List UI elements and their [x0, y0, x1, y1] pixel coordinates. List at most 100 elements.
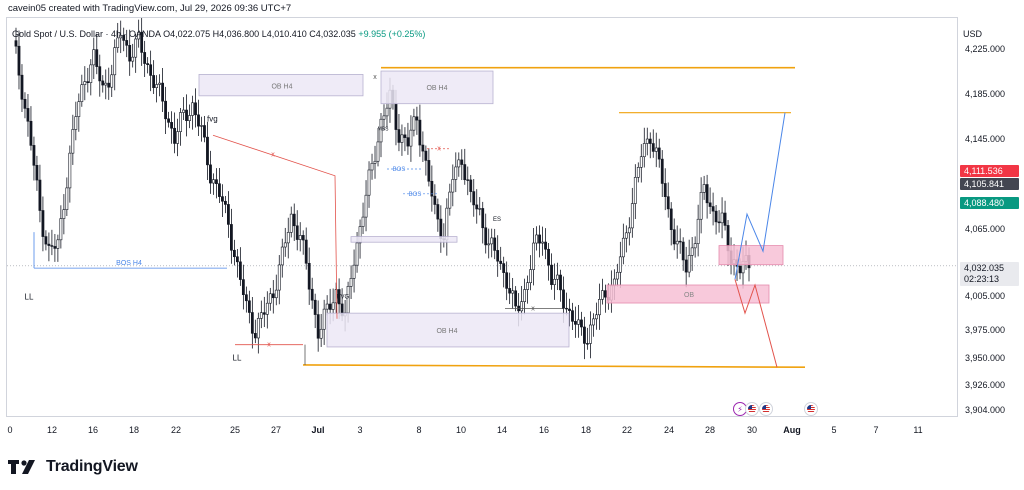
time-tick-label: 16: [538, 425, 550, 435]
time-tick-label: 8: [416, 425, 422, 435]
candle-down: [50, 245, 54, 247]
candle-down: [337, 289, 341, 305]
candle-up: [92, 49, 96, 66]
candle-down: [403, 134, 407, 138]
chart-pane[interactable]: OB H4 OB H4 OB H4 OB BOS H4 LL LL x x fvg FVG BOS BO…: [6, 17, 958, 417]
candle-down: [406, 137, 410, 147]
price-axis[interactable]: 4,225.000 4,185.000 4,145.000 4,065.000 4,00…: [957, 17, 1023, 425]
price-tick-label: 4,145.000: [965, 133, 1006, 144]
candle-up: [595, 314, 598, 320]
fvg-label: fvg: [207, 115, 218, 124]
candle-down: [232, 249, 236, 258]
time-tick-label: Aug: [783, 425, 801, 435]
candle-down: [23, 98, 27, 109]
price-tick-label: 3,975.000: [965, 325, 1006, 336]
candle-down: [170, 122, 173, 129]
candle-up: [74, 116, 78, 130]
event-flag-icon[interactable]: [759, 402, 773, 416]
candle-up: [702, 184, 706, 193]
candle-down: [493, 237, 497, 251]
ob-h4-box-mid: [380, 70, 494, 105]
candle-down: [684, 259, 688, 273]
candle-up: [636, 167, 640, 178]
candle-down: [484, 227, 488, 246]
candle-down: [185, 109, 188, 121]
event-flag-icon[interactable]: [745, 402, 759, 416]
candle-down: [38, 179, 42, 211]
candle-up: [696, 218, 700, 244]
price-tick-label: 3,926.000: [965, 380, 1006, 391]
candle-up: [265, 302, 269, 315]
candle-up: [373, 160, 377, 164]
ohlc-high: H4,036.800: [212, 29, 260, 39]
price-chart[interactable]: OB H4 OB H4 OB H4 OB BOS H4 LL LL x x fvg FVG BOS BO…: [7, 18, 957, 416]
candle-up: [280, 246, 284, 266]
candle-down: [328, 303, 332, 310]
price-tick-label: 4,185.000: [965, 88, 1006, 99]
event-flag-icon[interactable]: [804, 402, 818, 416]
candle-down: [550, 264, 553, 285]
candle-down: [397, 129, 401, 143]
candle-down: [241, 279, 245, 296]
candle-down: [660, 158, 664, 184]
candle-up: [62, 209, 66, 219]
ob-h4-box-bottom: [326, 312, 570, 348]
candle-down: [227, 204, 230, 225]
candle-down: [271, 293, 275, 299]
candle-down: [247, 300, 251, 313]
candle-down: [708, 202, 712, 207]
ob-h4-box-left: [198, 74, 364, 97]
candle-down: [499, 260, 503, 264]
candle-up: [627, 227, 631, 234]
candle-down: [418, 119, 422, 146]
candle-up: [277, 264, 281, 291]
candle-up: [445, 207, 449, 241]
bar-countdown: 02:23:13: [964, 274, 1000, 284]
candle-up: [690, 247, 694, 256]
candle-down: [714, 210, 718, 223]
candle-down: [41, 210, 45, 237]
time-tick-label: 16: [87, 425, 99, 435]
time-tick-label: 18: [580, 425, 592, 435]
candle-up: [535, 234, 538, 244]
mss-label: MSS: [378, 127, 390, 133]
candle-down: [421, 144, 425, 152]
candle-up: [457, 159, 461, 168]
candle-down: [469, 179, 473, 192]
candle-down: [161, 82, 164, 102]
candle-down: [292, 213, 296, 227]
ob-pink-box-upper: [718, 245, 784, 266]
candle-down: [571, 310, 574, 322]
candle-down: [705, 184, 709, 204]
candle-up: [119, 34, 123, 39]
candle-up: [113, 47, 117, 76]
candle-down: [307, 262, 311, 290]
candle-down: [143, 52, 147, 64]
candle-down: [149, 64, 153, 76]
candle-up: [56, 239, 60, 249]
candle-up: [639, 156, 643, 168]
symbol-legend: Gold Spot / U.S. Dollar · 4h · OANDA O4,…: [12, 29, 425, 39]
created-note: cavein05 created with TradingView.com, J…: [8, 3, 292, 14]
price-tick-label: 3,904.000: [965, 405, 1006, 415]
candle-down: [657, 147, 661, 160]
time-axis[interactable]: 0 12 16 18 22 25 27 Jul 3 8 10 14 16 18 22 24 28 30 Aug 5 7 1…: [6, 424, 956, 438]
price-tag-green: 4,088.480: [960, 197, 1019, 209]
candle-down: [574, 321, 577, 325]
candle-down: [424, 150, 428, 161]
candle-down: [17, 45, 21, 76]
candle-down: [301, 235, 305, 241]
time-tick-label: 3: [357, 425, 363, 435]
current-price: 4,032.035: [964, 263, 1005, 273]
candle-down: [583, 326, 586, 344]
candle-up: [268, 293, 272, 304]
candle-up: [693, 243, 697, 249]
candle-up: [289, 213, 293, 233]
candle-up: [59, 218, 63, 241]
candle-up: [379, 118, 383, 143]
support-line: [302, 364, 806, 369]
small-ob-box: [350, 236, 458, 243]
price-tick-label: 3,950.000: [965, 353, 1006, 364]
candle-up: [687, 255, 691, 273]
candle-up: [158, 82, 162, 85]
